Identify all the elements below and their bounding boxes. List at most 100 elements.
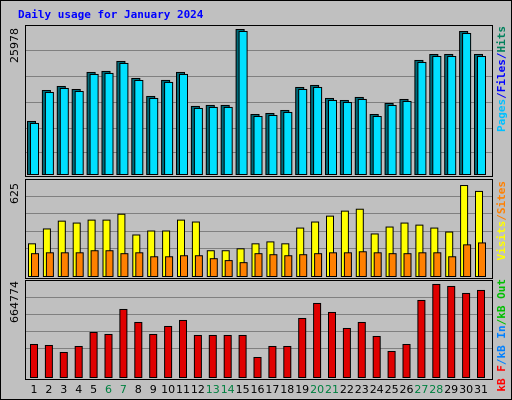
- x-tick-label: 30: [459, 383, 473, 396]
- x-tick-label: 15: [236, 383, 250, 396]
- y-axis-label-part: /: [495, 358, 508, 365]
- bar: [224, 260, 233, 277]
- bar: [447, 285, 456, 378]
- bar: [298, 317, 307, 379]
- bar: [149, 97, 159, 175]
- x-tick-label: 5: [90, 383, 97, 396]
- bar: [89, 73, 99, 175]
- bar: [74, 91, 84, 175]
- bar: [165, 256, 174, 278]
- x-tick-label: 27: [414, 383, 428, 396]
- bar: [120, 253, 129, 278]
- y-axis-label-part: Pages: [495, 99, 508, 132]
- bar: [134, 80, 144, 175]
- bar: [402, 343, 411, 378]
- bar: [30, 343, 38, 378]
- bar: [417, 61, 427, 175]
- bar: [314, 253, 323, 278]
- y-axis-label-part: Hits: [495, 26, 508, 53]
- bar: [74, 345, 83, 379]
- x-tick-label: 12: [191, 383, 205, 396]
- bar: [208, 334, 217, 378]
- bar: [149, 333, 158, 378]
- bar: [44, 344, 53, 379]
- bar: [209, 258, 218, 278]
- x-tick-label: 21: [325, 383, 339, 396]
- x-tick-label: 19: [295, 383, 309, 396]
- bar: [135, 252, 144, 277]
- bar: [164, 325, 173, 379]
- bar: [478, 242, 486, 277]
- bar: [462, 33, 472, 175]
- x-tick-label: 3: [60, 383, 67, 396]
- bar: [418, 252, 427, 277]
- bar: [223, 106, 233, 175]
- bar: [104, 72, 114, 175]
- bar: [194, 255, 203, 277]
- y-axis-label-part: /: [495, 52, 508, 59]
- x-tick-label: 14: [221, 383, 235, 396]
- bar: [463, 244, 472, 278]
- bar: [179, 73, 188, 175]
- y-axis-label-part: Sites: [495, 181, 508, 214]
- bar: [432, 283, 441, 378]
- bar: [253, 116, 263, 175]
- x-tick-label: 10: [161, 383, 175, 396]
- bar: [432, 56, 442, 175]
- bar: [254, 253, 263, 278]
- x-tick-label: 9: [150, 383, 157, 396]
- bar: [238, 30, 248, 175]
- bar: [447, 56, 457, 175]
- y-axis-label-part: kB Out: [495, 279, 508, 319]
- bar: [239, 262, 248, 278]
- bar: [89, 331, 98, 379]
- bar: [269, 254, 278, 278]
- bar: [283, 345, 292, 379]
- bar: [388, 253, 397, 278]
- x-tick-label: 20: [310, 383, 324, 396]
- bar: [268, 345, 277, 379]
- bar: [44, 92, 54, 175]
- bar: [164, 81, 174, 175]
- bar: [402, 100, 412, 175]
- bar: [31, 253, 39, 278]
- bar: [343, 252, 352, 277]
- x-tick-label: 23: [355, 383, 369, 396]
- y-axis-label: kB F/kB In/kB Out: [495, 279, 508, 392]
- bar: [59, 87, 69, 175]
- y-tick-label: 25978: [8, 28, 21, 63]
- y-axis-label-part: Files: [495, 59, 508, 92]
- bar: [59, 351, 68, 378]
- bar: [134, 321, 143, 378]
- bar: [283, 111, 293, 176]
- x-tick-label: 2: [45, 383, 52, 396]
- x-tick-label: 13: [206, 383, 220, 396]
- bar: [328, 99, 337, 175]
- x-tick-label: 28: [429, 383, 443, 396]
- x-tick-label: 4: [75, 383, 82, 396]
- bar: [448, 256, 457, 278]
- bar: [268, 115, 278, 175]
- bar: [208, 106, 218, 175]
- bar: [477, 56, 486, 175]
- bar: [119, 62, 129, 175]
- bar: [433, 252, 442, 277]
- x-tick-label: 6: [105, 383, 112, 396]
- bar: [193, 107, 203, 175]
- y-axis-label-part: /: [495, 318, 508, 325]
- bar: [45, 252, 54, 277]
- y-axis-label-part: /: [495, 92, 508, 99]
- y-axis-label-part: Visits: [495, 221, 508, 261]
- bar: [313, 86, 323, 175]
- chart-title: Daily usage for January 2024: [18, 8, 204, 21]
- x-tick-label: 11: [176, 383, 190, 396]
- bar: [357, 321, 366, 378]
- bar: [372, 116, 382, 175]
- bar: [284, 255, 293, 277]
- bar: [403, 253, 412, 278]
- x-tick-label: 1: [31, 383, 38, 396]
- x-tick-label: 25: [385, 383, 399, 396]
- x-tick-label: 17: [265, 383, 279, 396]
- bar: [30, 122, 39, 175]
